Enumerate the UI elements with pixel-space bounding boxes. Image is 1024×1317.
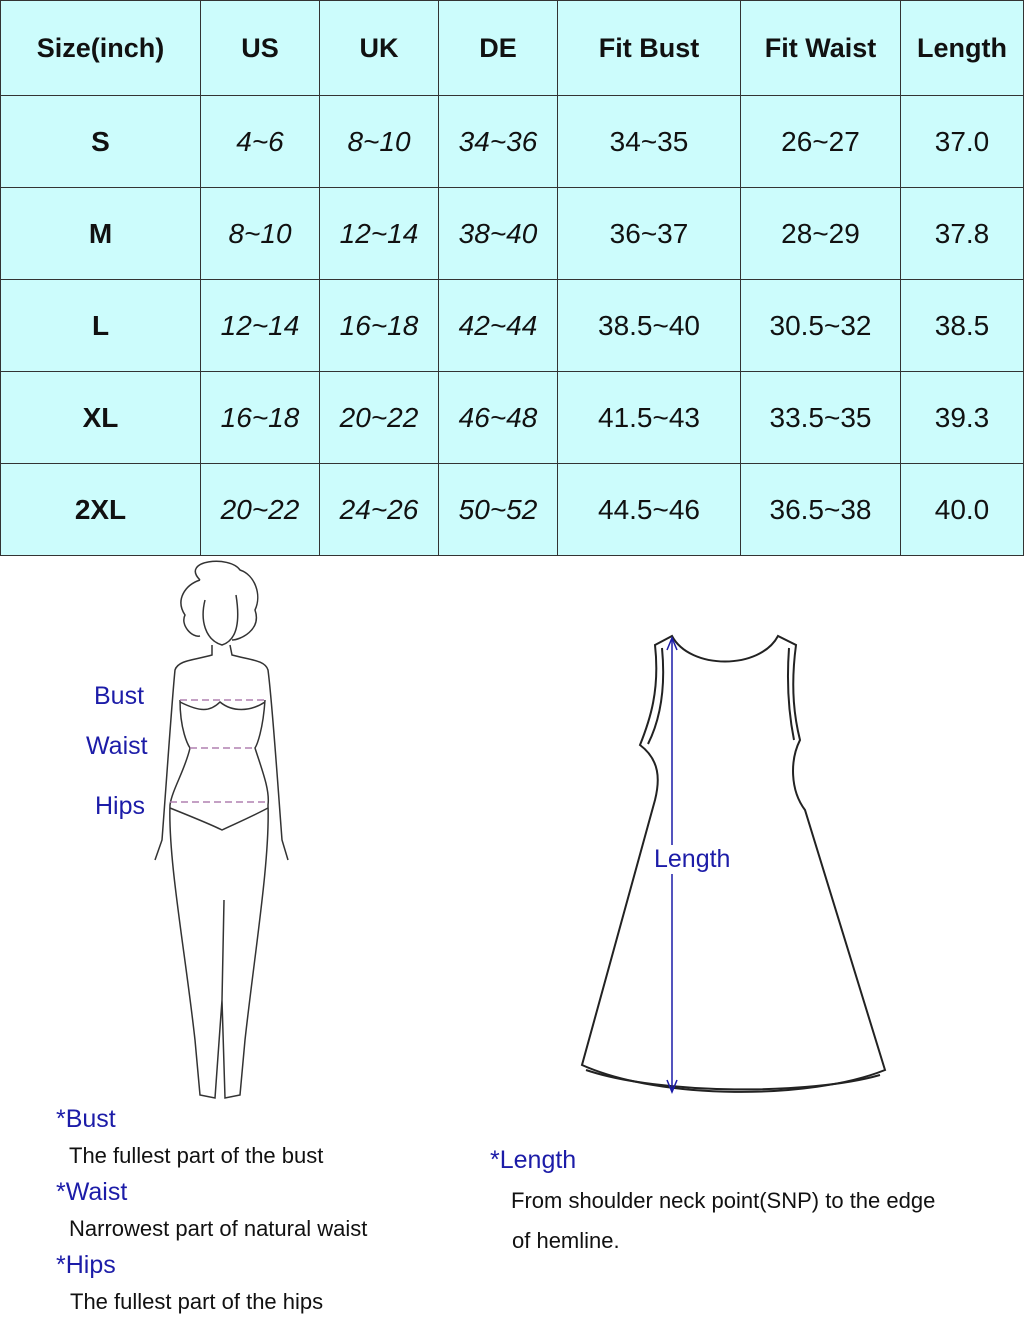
table-cell: 37.8 bbox=[900, 187, 1024, 280]
bust-label: Bust bbox=[94, 682, 145, 710]
table-cell: 12~14 bbox=[319, 187, 439, 280]
table-cell: 26~27 bbox=[740, 95, 901, 188]
table-cell: 50~52 bbox=[438, 463, 558, 556]
table-cell: 40.0 bbox=[900, 463, 1024, 556]
hips-note-desc: The fullest part of the hips bbox=[70, 1289, 324, 1314]
hips-label: Hips bbox=[95, 792, 146, 820]
length-note-desc-2: of hemline. bbox=[512, 1228, 620, 1253]
table-row: 2XL 20~22 24~26 50~52 44.5~46 36.5~38 40.0 bbox=[0, 463, 1024, 556]
table-row: XL 16~18 20~22 46~48 41.5~43 33.5~35 39.3 bbox=[0, 371, 1024, 464]
table-cell: 8~10 bbox=[200, 187, 320, 280]
size-cell: 2XL bbox=[0, 463, 201, 556]
waist-note-desc: Narrowest part of natural waist bbox=[69, 1216, 368, 1241]
table-cell: 20~22 bbox=[319, 371, 439, 464]
length-note-title: *Length bbox=[490, 1146, 577, 1174]
table-cell: 46~48 bbox=[438, 371, 558, 464]
table-cell: 41.5~43 bbox=[557, 371, 741, 464]
size-cell: XL bbox=[0, 371, 201, 464]
table-cell: 12~14 bbox=[200, 279, 320, 372]
table-row: S 4~6 8~10 34~36 34~35 26~27 37.0 bbox=[0, 95, 1024, 188]
header-fit-waist: Fit Waist bbox=[740, 0, 901, 96]
table-header-row: Size(inch) US UK DE Fit Bust Fit Waist L… bbox=[0, 0, 1024, 96]
bust-note-desc: The fullest part of the bust bbox=[69, 1143, 324, 1168]
table-cell: 8~10 bbox=[319, 95, 439, 188]
table-cell: 28~29 bbox=[740, 187, 901, 280]
body-figure-drawing bbox=[154, 560, 289, 1099]
table-cell: 36~37 bbox=[557, 187, 741, 280]
table-cell: 34~35 bbox=[557, 95, 741, 188]
table-cell: 33.5~35 bbox=[740, 371, 901, 464]
table-cell: 36.5~38 bbox=[740, 463, 901, 556]
table-cell: 4~6 bbox=[200, 95, 320, 188]
dress-drawing bbox=[580, 634, 887, 1094]
header-length: Length bbox=[900, 0, 1024, 96]
table-cell: 44.5~46 bbox=[557, 463, 741, 556]
table-cell: 30.5~32 bbox=[740, 279, 901, 372]
table-row: L 12~14 16~18 42~44 38.5~40 30.5~32 38.5 bbox=[0, 279, 1024, 372]
header-de: DE bbox=[438, 0, 558, 96]
bust-note-title: *Bust bbox=[56, 1105, 116, 1133]
length-label: Length bbox=[654, 845, 731, 874]
table-cell: 38.5~40 bbox=[557, 279, 741, 372]
size-chart-table: Size(inch) US UK DE Fit Bust Fit Waist L… bbox=[0, 0, 1024, 556]
size-cell: L bbox=[0, 279, 201, 372]
table-cell: 24~26 bbox=[319, 463, 439, 556]
waist-note-title: *Waist bbox=[56, 1178, 128, 1206]
size-cell: S bbox=[0, 95, 201, 188]
waist-label: Waist bbox=[86, 732, 148, 760]
header-size: Size(inch) bbox=[0, 0, 201, 96]
header-fit-bust: Fit Bust bbox=[557, 0, 741, 96]
table-cell: 34~36 bbox=[438, 95, 558, 188]
table-cell: 42~44 bbox=[438, 279, 558, 372]
header-uk: UK bbox=[319, 0, 439, 96]
table-cell: 37.0 bbox=[900, 95, 1024, 188]
table-cell: 38.5 bbox=[900, 279, 1024, 372]
table-cell: 38~40 bbox=[438, 187, 558, 280]
hips-note-title: *Hips bbox=[56, 1251, 116, 1279]
header-us: US bbox=[200, 0, 320, 96]
table-row: M 8~10 12~14 38~40 36~37 28~29 37.8 bbox=[0, 187, 1024, 280]
table-cell: 20~22 bbox=[200, 463, 320, 556]
length-note-desc-1: From shoulder neck point(SNP) to the edg… bbox=[511, 1188, 936, 1213]
size-cell: M bbox=[0, 187, 201, 280]
table-cell: 16~18 bbox=[200, 371, 320, 464]
table-cell: 16~18 bbox=[319, 279, 439, 372]
table-cell: 39.3 bbox=[900, 371, 1024, 464]
